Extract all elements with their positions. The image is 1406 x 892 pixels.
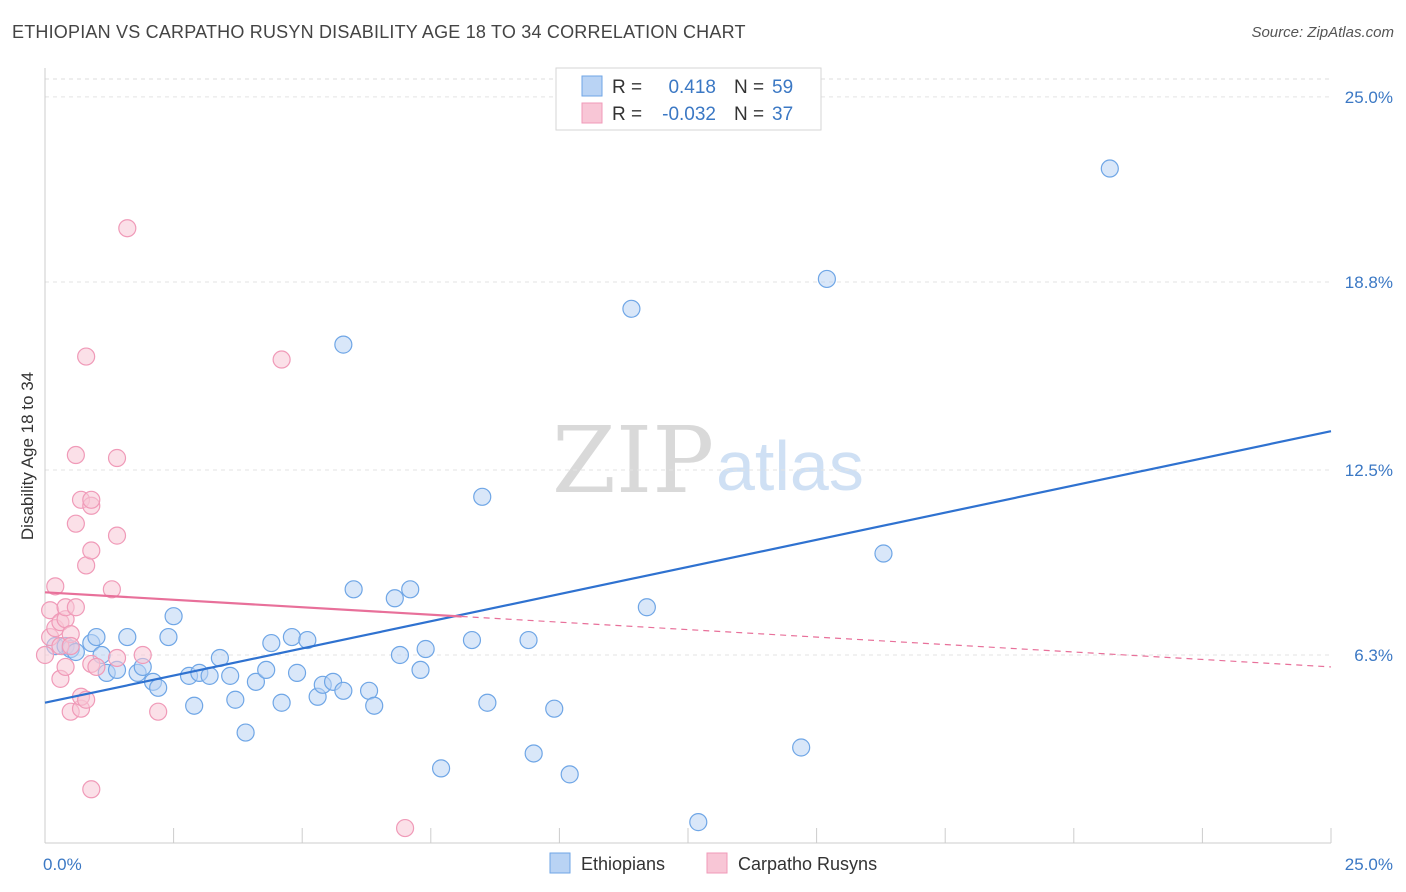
point-rusyns xyxy=(66,598,85,617)
point-ethiopians xyxy=(236,723,255,742)
legend-rusyns-r-label: R = xyxy=(612,104,642,125)
point-rusyns xyxy=(102,580,121,599)
point-ethiopians xyxy=(149,678,168,697)
point-ethiopians xyxy=(689,813,708,832)
point-rusyns xyxy=(133,645,152,665)
legend-ethiopians-r-value: 0.418 xyxy=(668,77,716,98)
point-ethiopians xyxy=(159,627,178,647)
trendline-rusyns xyxy=(44,591,462,618)
point-ethiopians xyxy=(334,335,353,354)
point-rusyns xyxy=(35,645,55,665)
y-tick-label: 18.8% xyxy=(1345,273,1393,292)
point-rusyns xyxy=(107,648,127,668)
y-tick-label: 12.5% xyxy=(1345,461,1393,480)
bottom-legend-swatch-ethiopians xyxy=(549,852,571,874)
point-ethiopians xyxy=(226,690,245,709)
point-ethiopians xyxy=(390,645,410,665)
point-rusyns xyxy=(82,490,101,509)
chart-title: ETHIOPIAN VS CARPATHO RUSYN DISABILITY A… xyxy=(12,22,746,42)
point-rusyns xyxy=(82,541,101,560)
point-ethiopians xyxy=(622,299,641,318)
point-rusyns xyxy=(66,514,85,533)
bottom-legend-rusyns: Carpatho Rusyns xyxy=(738,854,877,874)
point-ethiopians xyxy=(792,738,811,757)
trendline-rusyns-dashed xyxy=(461,615,1332,668)
legend-ethiopians-n-label: N = xyxy=(734,77,764,98)
point-rusyns xyxy=(56,657,75,677)
point-ethiopians xyxy=(411,660,430,680)
point-rusyns xyxy=(107,448,127,468)
point-ethiopians xyxy=(478,693,497,712)
chart-source: Source: ZipAtlas.com xyxy=(1251,24,1394,41)
y-tick-label: 25.0% xyxy=(1345,88,1393,107)
point-rusyns xyxy=(107,526,127,545)
legend-swatch-rusyns xyxy=(581,102,603,124)
series-rusyns xyxy=(35,219,415,838)
bottom-legend-swatch-rusyns xyxy=(706,852,728,874)
watermark-atlas: atlas xyxy=(716,427,864,505)
point-ethiopians xyxy=(344,580,363,599)
point-ethiopians xyxy=(519,630,538,650)
point-ethiopians xyxy=(385,589,404,608)
point-ethiopians xyxy=(334,681,353,700)
x-tick-label: 25.0% xyxy=(1345,855,1393,874)
point-ethiopians xyxy=(164,607,183,626)
point-ethiopians xyxy=(272,693,291,712)
point-rusyns xyxy=(66,445,85,465)
point-rusyns xyxy=(395,818,415,838)
legend-rusyns-n-label: N = xyxy=(734,104,764,125)
point-ethiopians xyxy=(462,630,482,650)
point-ethiopians xyxy=(282,627,302,647)
point-rusyns xyxy=(272,350,291,369)
legend-rusyns-n-value: 37 xyxy=(772,104,793,125)
point-ethiopians xyxy=(473,487,492,506)
point-ethiopians xyxy=(365,696,384,715)
legend-ethiopians-n-value: 59 xyxy=(772,77,793,98)
point-rusyns xyxy=(61,636,80,656)
series-layer xyxy=(35,159,1332,838)
gridlines xyxy=(45,78,1331,656)
legend-rusyns-r-value: -0.032 xyxy=(662,104,716,125)
y-tick-label: 6.3% xyxy=(1354,646,1393,665)
bottom-legend: Ethiopians Carpatho Rusyns xyxy=(549,852,877,874)
point-ethiopians xyxy=(416,639,435,659)
legend-swatch-ethiopians xyxy=(581,75,603,97)
point-ethiopians xyxy=(545,699,564,718)
point-ethiopians xyxy=(817,269,836,289)
point-ethiopians xyxy=(431,759,451,778)
point-rusyns xyxy=(82,780,101,799)
watermark-zip: ZIP xyxy=(552,407,714,514)
point-ethiopians xyxy=(87,627,106,647)
point-ethiopians xyxy=(1100,159,1119,178)
point-ethiopians xyxy=(637,598,656,617)
point-rusyns xyxy=(46,577,65,596)
x-tick-label: 0.0% xyxy=(43,855,82,874)
point-ethiopians xyxy=(560,765,579,784)
point-ethiopians xyxy=(298,630,317,650)
point-ethiopians xyxy=(874,544,893,563)
legend-ethiopians-r-label: R = xyxy=(612,77,642,98)
point-rusyns xyxy=(77,347,96,366)
trendline-ethiopians xyxy=(44,430,1332,704)
point-ethiopians xyxy=(221,666,240,685)
y-axis-label: Disability Age 18 to 34 xyxy=(18,372,37,540)
point-ethiopians xyxy=(524,744,543,763)
axes: 6.3% 12.5% 18.8% 25.0% 0.0% 25.0% xyxy=(43,68,1393,874)
legend: R = 0.418 N = 59 R = -0.032 N = 37 xyxy=(555,67,822,131)
watermark: ZIP atlas xyxy=(552,407,864,514)
point-ethiopians xyxy=(185,696,204,715)
point-ethiopians xyxy=(118,627,137,647)
point-rusyns xyxy=(118,219,137,238)
point-ethiopians xyxy=(257,660,276,680)
point-rusyns xyxy=(87,657,106,677)
point-ethiopians xyxy=(287,663,307,682)
series-ethiopians xyxy=(46,159,1119,832)
point-ethiopians xyxy=(262,633,281,653)
bottom-legend-ethiopians: Ethiopians xyxy=(581,854,665,874)
point-rusyns xyxy=(149,702,168,721)
point-ethiopians xyxy=(246,672,266,691)
point-ethiopians xyxy=(401,580,420,599)
